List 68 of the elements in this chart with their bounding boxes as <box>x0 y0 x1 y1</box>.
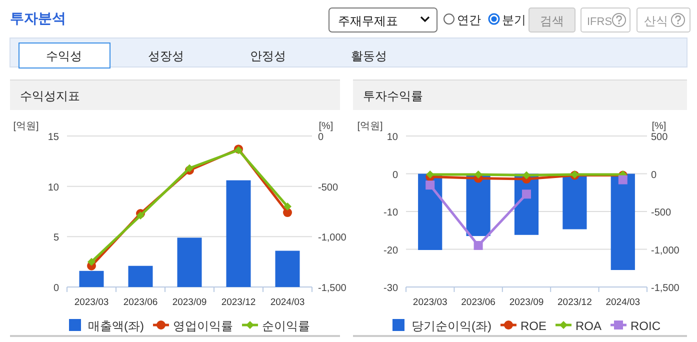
y2-tick-label: -1,500 <box>651 283 680 294</box>
point <box>136 212 144 220</box>
legend-label: ROIC <box>630 319 661 333</box>
text: 활동성 <box>351 49 387 63</box>
y2-tick-label: -500 <box>318 182 338 194</box>
point <box>426 180 435 190</box>
x-tick-label: 2023/03 <box>412 297 448 308</box>
text: 안정성 <box>250 49 286 63</box>
point <box>186 164 194 172</box>
bar <box>226 180 251 287</box>
x-tick-label: 2023/09 <box>509 297 544 308</box>
point <box>522 171 530 180</box>
y-tick-label: -10 <box>384 208 398 218</box>
text: 주재무제표 <box>338 14 398 28</box>
text: 연간 <box>457 13 481 27</box>
y-tick-label: -20 <box>384 245 398 256</box>
y2-tick-label: -500 <box>651 208 672 218</box>
point <box>474 170 482 179</box>
y-tick-label: 0 <box>53 283 60 294</box>
chart-title: 수익성지표 <box>20 89 80 103</box>
point <box>618 175 628 184</box>
text: 산식 <box>644 14 668 28</box>
bar <box>79 270 104 287</box>
x-tick-label: 2023/09 <box>172 297 207 308</box>
chart-title: 투자수익률 <box>363 89 423 103</box>
y-tick-label: 0 <box>392 170 398 181</box>
y-tick-label: 5 <box>53 232 60 244</box>
legend-label: ROA <box>576 319 602 333</box>
legend-label: 순이익률 <box>262 319 310 333</box>
point <box>474 240 483 250</box>
legend-label: 당기순이익(좌) <box>411 319 492 333</box>
point <box>522 190 531 199</box>
legend-label: 영업이익률 <box>173 319 233 333</box>
bar <box>275 250 300 287</box>
y2-tick-label: -1,000 <box>318 232 347 244</box>
y-tick-label: 10 <box>386 132 398 143</box>
x-tick-label: 2023/12 <box>221 297 256 308</box>
bar <box>177 238 202 287</box>
y2-tick-label: -1,500 <box>318 283 347 294</box>
y-tick-label: -30 <box>384 283 398 294</box>
y2-axis-title: [%] <box>318 121 334 132</box>
y2-tick-label: 0 <box>651 170 657 181</box>
x-tick-label: 2024/03 <box>270 297 305 308</box>
y2-tick-label: 0 <box>318 132 324 143</box>
text: 성장성 <box>148 49 184 63</box>
legend-label: 매출액(좌) <box>88 319 144 333</box>
y-axis-title: [억원] <box>13 121 39 132</box>
point <box>284 202 292 210</box>
y2-tick-label: -1,000 <box>651 245 680 256</box>
bar <box>128 266 153 287</box>
y-tick-label: 15 <box>48 132 60 143</box>
y-tick-label: 10 <box>48 182 60 194</box>
x-tick-label: 2023/06 <box>123 297 158 308</box>
x-tick-label: 2023/06 <box>461 297 496 308</box>
text: 투자분석 <box>10 10 66 26</box>
legend-label: ROE <box>520 319 546 333</box>
text: IFRS <box>587 16 612 28</box>
text: 분기 <box>502 13 526 27</box>
text: 수익성 <box>46 49 82 63</box>
y2-axis-title: [%] <box>652 121 666 132</box>
y-axis-title: [억원] <box>357 121 383 132</box>
point <box>283 208 292 218</box>
text: 검색 <box>540 14 564 28</box>
x-tick-label: 2023/03 <box>74 297 109 308</box>
y2-tick-label: 500 <box>651 132 668 143</box>
point <box>88 258 96 266</box>
x-tick-label: 2023/12 <box>558 297 592 308</box>
x-tick-label: 2024/03 <box>606 297 640 308</box>
